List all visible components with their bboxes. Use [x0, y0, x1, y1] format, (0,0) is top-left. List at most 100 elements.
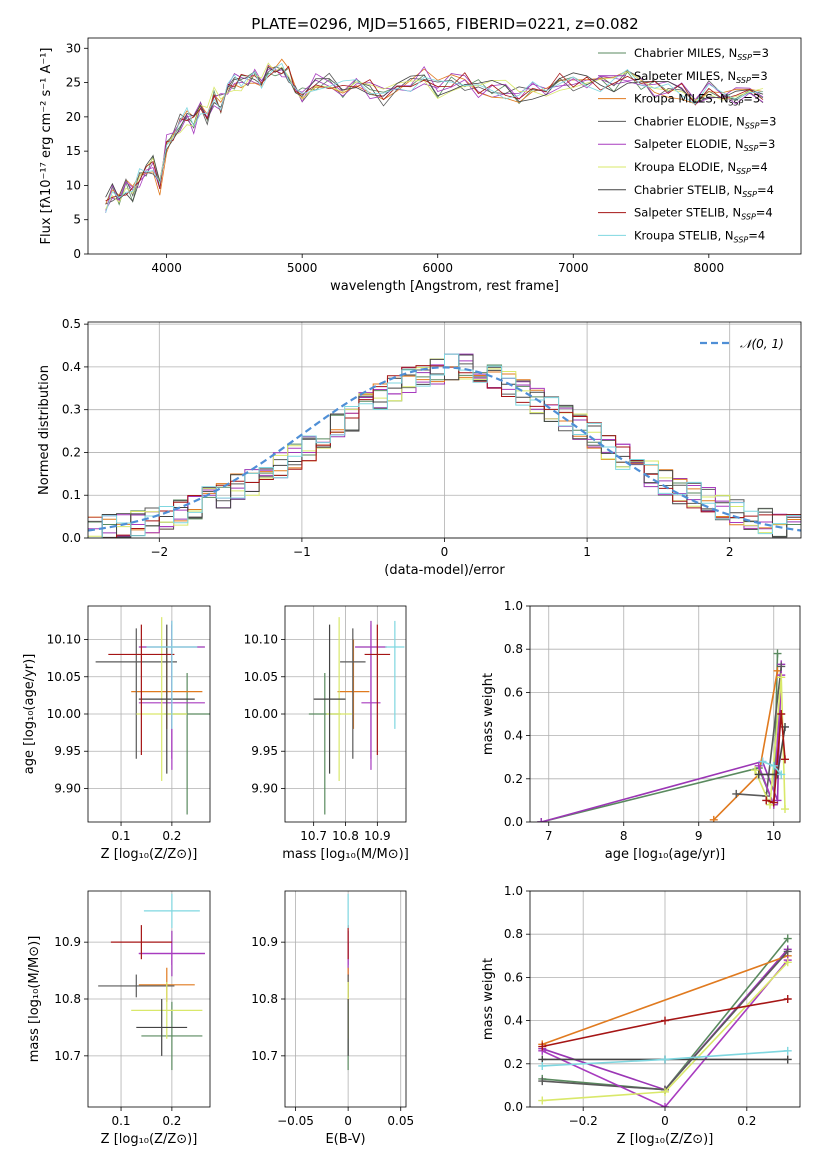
y-axis-label: Flux [fλ10⁻¹⁷ erg cm⁻² s⁻¹ A⁻¹]: [39, 48, 54, 245]
y-tick-label: 0.4: [504, 1014, 523, 1028]
y-tick-label: 10.10: [47, 633, 81, 647]
spectrum-line: [105, 66, 764, 203]
x-tick-label: 7000: [558, 261, 589, 275]
y-tick-label: 0: [73, 247, 81, 261]
y-tick-label: 0.8: [504, 642, 523, 656]
weight-marker: [777, 673, 786, 682]
y-tick-label: 0.6: [504, 970, 523, 984]
x-tick-label: 0.2: [162, 1114, 181, 1128]
age-vs-z-marks: [95, 617, 210, 815]
weight-marker: [661, 1016, 669, 1025]
spectrum-line: [105, 65, 764, 202]
x-tick-label: 10: [766, 829, 781, 843]
weight-marker: [783, 958, 792, 967]
y-tick-label: 10.8: [251, 992, 278, 1006]
y-tick-label: 0.8: [504, 927, 523, 941]
legend-entry: Chabrier MILES, NSSP=3: [634, 46, 769, 62]
x-axis-label: Z [log₁₀(Z/Z⊙)]: [101, 1132, 198, 1147]
weight-line: [766, 713, 786, 804]
y-tick-label: 9.95: [54, 744, 81, 758]
weight-line: [541, 653, 779, 822]
x-axis-label: wavelength [Angstrom, rest frame]: [330, 279, 559, 294]
weight-vs-z-marks: [538, 934, 792, 1107]
legend-entry: 𝒩(0, 1): [740, 337, 784, 351]
axes-frame: [87, 890, 211, 1108]
weight-marker: [709, 815, 718, 822]
weight-marker: [773, 649, 782, 658]
x-tick-label: 6000: [422, 261, 453, 275]
mass-vs-z-panel: 0.1 0.2 10.7 10.8 10.9 Z [log₁₀(Z/Z⊙)] mass [l…: [27, 890, 211, 1147]
y-tick-label: 10.9: [251, 935, 278, 949]
weight-marker: [538, 1061, 547, 1070]
y-tick-label: 10.9: [54, 935, 81, 949]
weight-marker: [769, 761, 778, 770]
weight-marker: [781, 805, 789, 814]
weight-marker: [538, 1096, 547, 1105]
y-tick-label: 1.0: [504, 884, 523, 898]
axes-frame: [284, 890, 407, 1108]
axes-frame: [87, 321, 802, 539]
x-tick-label: 0.05: [387, 1114, 414, 1128]
legend-entry: Salpeter MILES, NSSP=3: [634, 69, 768, 85]
y-tick-label: 0.4: [504, 729, 523, 743]
weight-marker: [769, 798, 778, 807]
y-tick-label: 0.0: [504, 1100, 523, 1114]
y-tick-label: 9.90: [54, 781, 81, 795]
y-tick-label: 1.0: [504, 599, 523, 613]
legend-entry: Salpeter ELODIE, NSSP=3: [634, 137, 775, 153]
spectrum-line: [105, 67, 764, 206]
weight-marker: [783, 1055, 792, 1064]
x-axis-label: mass [log₁₀(M/M⊙)]: [282, 847, 409, 862]
y-tick-label: 0.2: [504, 772, 523, 786]
x-tick-label: 0.1: [111, 1114, 130, 1128]
weight-marker: [783, 934, 792, 943]
y-axis-label: Normed distribution: [37, 365, 52, 495]
x-tick-label: −0.05: [277, 1114, 314, 1128]
weight-marker: [732, 789, 741, 798]
x-tick-label: 5000: [287, 261, 318, 275]
y-tick-label: 0.2: [504, 1057, 523, 1071]
y-tick-label: 10.10: [244, 633, 278, 647]
legend-entry: Salpeter STELIB, NSSP=4: [634, 206, 773, 222]
y-tick-label: 10.00: [244, 707, 278, 721]
x-tick-label: 8: [620, 829, 628, 843]
weight-marker: [781, 755, 789, 764]
x-tick-label: 4000: [151, 261, 182, 275]
weight-marker: [751, 766, 759, 775]
y-tick-label: 10.7: [54, 1049, 81, 1063]
x-axis-label: (data-model)/error: [384, 563, 505, 578]
y-tick-label: 10.7: [251, 1049, 278, 1063]
x-tick-label: 7: [545, 829, 553, 843]
x-tick-label: 0: [661, 1114, 669, 1128]
x-tick-label: 10.8: [332, 829, 359, 843]
residuals-marks: [88, 353, 801, 538]
legend-entry: Chabrier STELIB, NSSP=4: [634, 183, 774, 199]
weight-marker: [538, 1042, 547, 1051]
weight-line: [541, 959, 789, 1107]
axes-frame: [87, 37, 802, 255]
x-tick-label: 2: [726, 545, 734, 559]
y-tick-label: 10.8: [54, 992, 81, 1006]
legend-entry: Kroupa STELIB, NSSP=4: [634, 228, 765, 244]
y-tick-label: 25: [66, 76, 81, 90]
weight-marker: [661, 1055, 669, 1064]
x-tick-label: −1: [293, 545, 311, 559]
weight-marker: [661, 1087, 669, 1096]
weight-vs-z-panel: −0.2 0 0.2 0.0 0.2 0.4 0.6 0.8 1.0 Z [log₁₀(Z/Z⊙)…: [481, 884, 801, 1147]
spectrum-line: [105, 66, 764, 205]
weight-line: [541, 664, 783, 822]
weight-marker: [783, 995, 792, 1003]
x-tick-label: 10.9: [364, 829, 391, 843]
y-tick-label: 0.0: [504, 815, 523, 829]
y-tick-label: 0.2: [62, 445, 81, 459]
y-tick-label: 0.6: [504, 685, 523, 699]
residuals-panel: −2 −1 0 1 2 0.0 0.1 0.2 0.3 0.4 0.5 (data-model)/er…: [37, 317, 802, 578]
weight-marker: [783, 947, 792, 956]
y-tick-label: 9.95: [251, 744, 278, 758]
weight-vs-age-panel: 7 8 9 10 0.0 0.2 0.4 0.6 0.8 1.0 age [log₁₀(age/yr…: [481, 599, 801, 862]
y-tick-label: 0.5: [62, 317, 81, 331]
x-tick-label: 0.2: [162, 829, 181, 843]
y-axis-label: mass weight: [481, 958, 496, 1040]
spectrum-line: [105, 62, 764, 213]
weight-marker: [754, 761, 763, 770]
